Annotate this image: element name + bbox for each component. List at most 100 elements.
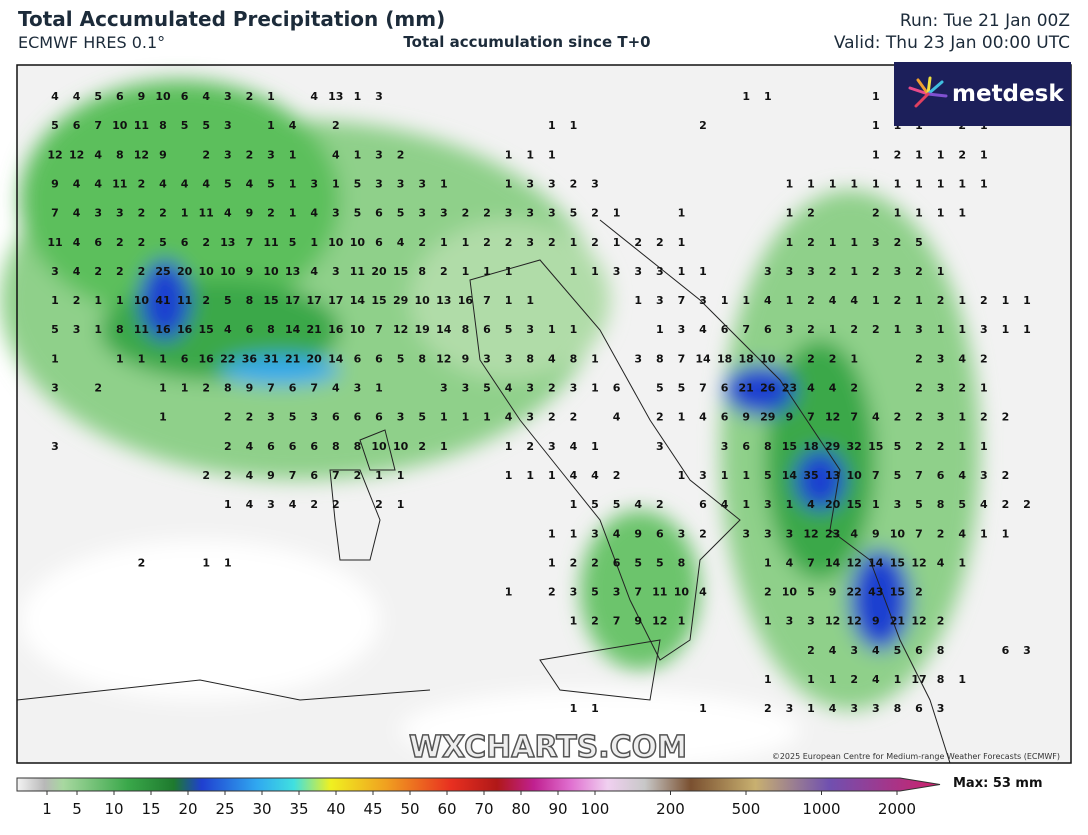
grid-value: 1 — [829, 236, 837, 249]
grid-value: 3 — [1023, 644, 1031, 657]
grid-value: 7 — [375, 323, 383, 336]
grid-value: 13 — [825, 469, 840, 482]
grid-value: 2 — [894, 148, 902, 161]
colorbar-tick-label: 50 — [400, 800, 419, 818]
grid-value: 6 — [181, 236, 189, 249]
grid-value: 1 — [181, 382, 189, 395]
grid-value: 10 — [847, 469, 863, 482]
grid-value: 2 — [548, 236, 556, 249]
grid-value: 2 — [483, 207, 491, 220]
grid-value: 1 — [980, 527, 988, 540]
grid-value: 12 — [847, 615, 862, 628]
grid-value: 3 — [224, 148, 232, 161]
grid-value: 12 — [803, 527, 818, 540]
grid-value: 1 — [656, 323, 664, 336]
grid-value: 1 — [678, 615, 686, 628]
grid-value: 1 — [570, 527, 578, 540]
grid-value: 7 — [850, 411, 858, 424]
grid-value: 4 — [829, 702, 837, 715]
grid-value: 2 — [332, 498, 340, 511]
grid-value: 3 — [764, 527, 772, 540]
grid-value: 4 — [980, 498, 988, 511]
grid-value: 1 — [397, 498, 405, 511]
colorbar-tick-label: 25 — [215, 800, 234, 818]
grid-value: 2 — [656, 498, 664, 511]
grid-value: 2 — [138, 207, 146, 220]
grid-value: 3 — [591, 177, 599, 190]
grid-value: 25 — [155, 265, 170, 278]
grid-value: 2 — [807, 644, 815, 657]
grid-value: 6 — [742, 440, 750, 453]
grid-value: 4 — [246, 440, 254, 453]
grid-value: 13 — [220, 236, 235, 249]
grid-value: 6 — [721, 323, 729, 336]
grid-value: 21 — [890, 615, 905, 628]
grid-value: 1 — [462, 236, 470, 249]
grid-value: 2 — [570, 411, 578, 424]
grid-value: 1 — [958, 323, 966, 336]
grid-value: 1 — [440, 177, 448, 190]
grid-value: 1 — [937, 207, 945, 220]
grid-value: 4 — [807, 498, 815, 511]
grid-value: 4 — [246, 469, 254, 482]
grid-value: 3 — [548, 440, 556, 453]
grid-value: 3 — [656, 294, 664, 307]
grid-value: 1 — [591, 382, 599, 395]
grid-value: 5 — [267, 177, 275, 190]
grid-value: 2 — [850, 673, 858, 686]
grid-value: 16 — [177, 323, 193, 336]
grid-value: 3 — [807, 265, 815, 278]
grid-value: 2 — [202, 294, 210, 307]
grid-value: 4 — [937, 556, 945, 569]
grid-value: 29 — [760, 411, 775, 424]
grid-value: 3 — [267, 498, 275, 511]
grid-value: 3 — [656, 440, 664, 453]
grid-value: 3 — [786, 615, 794, 628]
grid-value: 6 — [310, 469, 318, 482]
grid-value: 3 — [678, 527, 686, 540]
map-frame — [16, 64, 1072, 764]
grid-value: 1 — [505, 177, 513, 190]
grid-value: 4 — [613, 527, 621, 540]
grid-value: 9 — [872, 615, 880, 628]
grid-value: 1 — [915, 207, 923, 220]
grid-value: 4 — [958, 352, 966, 365]
grid-value: 6 — [310, 440, 318, 453]
grid-value: 22 — [847, 586, 862, 599]
grid-value: 2 — [224, 411, 232, 424]
grid-value: 6 — [483, 323, 491, 336]
grid-value: 2 — [570, 556, 578, 569]
grid-value: 11 — [47, 236, 62, 249]
grid-value: 1 — [807, 177, 815, 190]
grid-value: 2 — [138, 556, 146, 569]
grid-value: 14 — [868, 556, 884, 569]
grid-value: 1 — [570, 702, 578, 715]
grid-value: 1 — [1002, 323, 1010, 336]
grid-value: 3 — [786, 702, 794, 715]
colorbar-tick-label: 5 — [72, 800, 82, 818]
grid-value: 4 — [807, 382, 815, 395]
grid-value: 2 — [872, 323, 880, 336]
grid-value: 20 — [825, 498, 841, 511]
grid-value: 1 — [786, 294, 794, 307]
grid-value: 6 — [699, 498, 707, 511]
grid-value: 1 — [526, 148, 534, 161]
grid-value: 2 — [138, 265, 146, 278]
grid-value: 6 — [289, 440, 297, 453]
grid-value: 2 — [894, 236, 902, 249]
grid-value: 2 — [418, 440, 426, 453]
grid-value: 1 — [613, 207, 621, 220]
grid-value: 3 — [742, 527, 750, 540]
grid-value: 3 — [850, 702, 858, 715]
grid-value: 8 — [937, 644, 945, 657]
grid-value: 10 — [155, 90, 171, 103]
grid-value: 4 — [73, 207, 81, 220]
max-label: Max: 53 mm — [953, 776, 1043, 791]
grid-value: 1 — [224, 556, 232, 569]
grid-value: 2 — [310, 498, 318, 511]
value-grid: 4456910643214131311115671011855314211211… — [47, 90, 1030, 715]
grid-value: 20 — [307, 352, 323, 365]
grid-value: 9 — [246, 382, 254, 395]
grid-value: 1 — [159, 411, 167, 424]
grid-value: 3 — [721, 440, 729, 453]
